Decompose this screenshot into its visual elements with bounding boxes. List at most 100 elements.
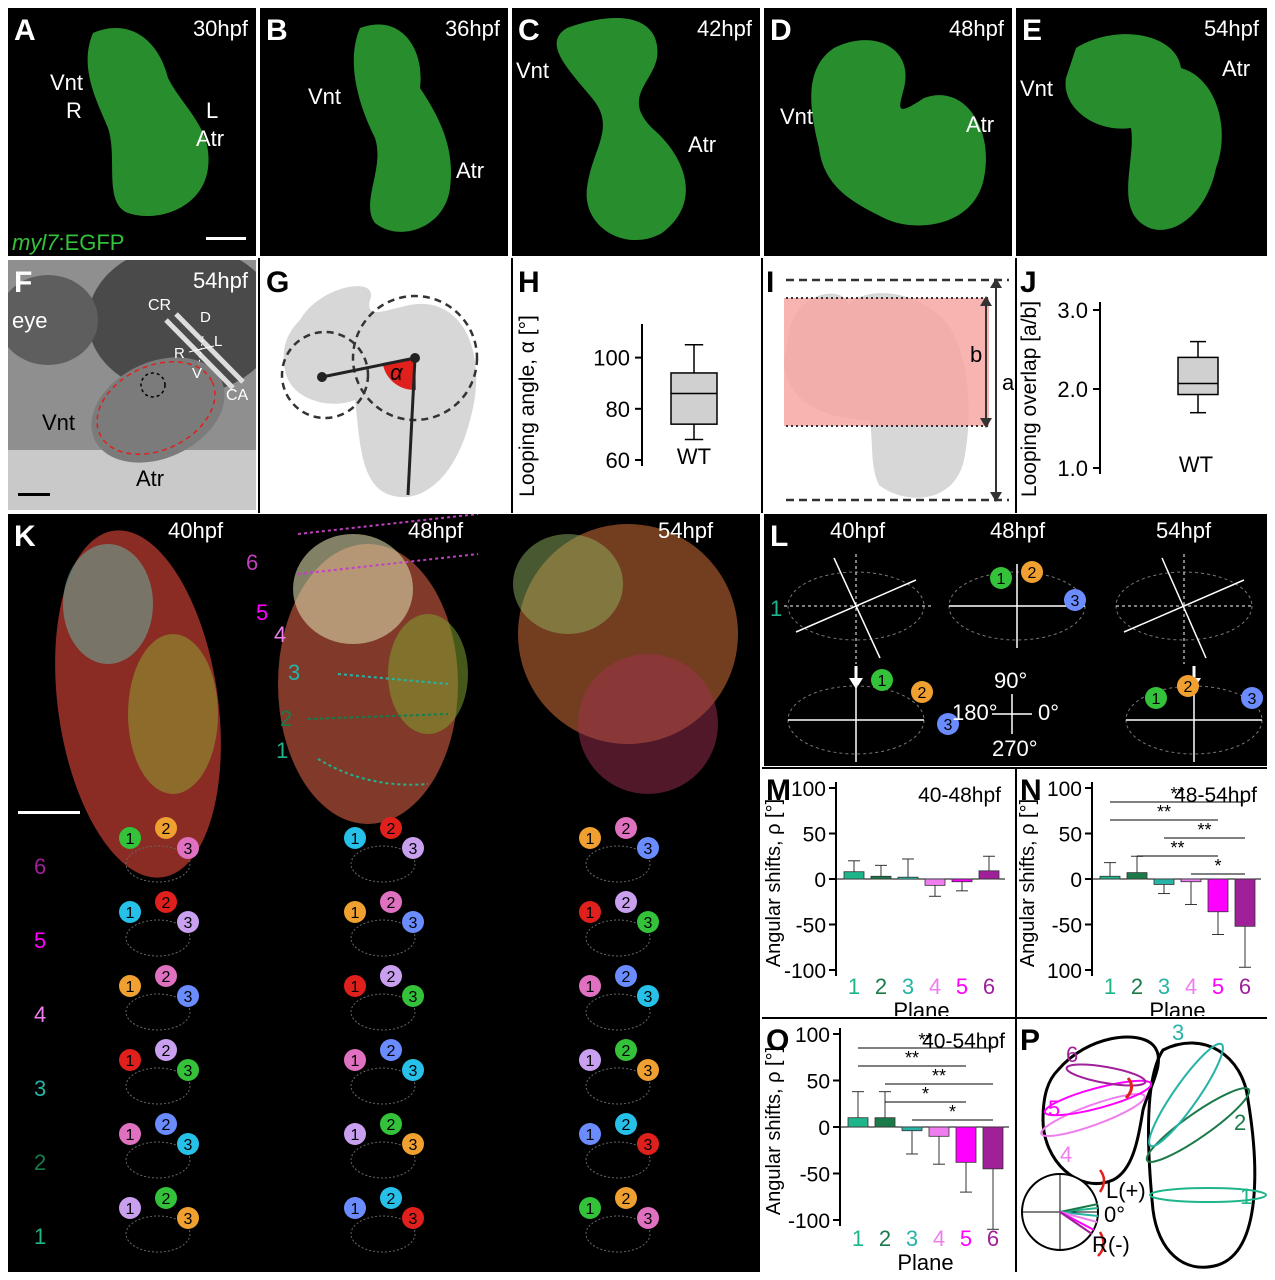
panel-label: A <box>14 14 36 47</box>
category-label: 1 <box>848 974 860 999</box>
significance-label: ** <box>1170 838 1184 858</box>
region-marker-number: 3 <box>409 841 418 858</box>
region-marker-number: 3 <box>184 841 193 858</box>
region-marker <box>937 713 959 735</box>
divider <box>761 258 763 513</box>
region-marker <box>615 891 637 913</box>
region-marker <box>119 1123 141 1145</box>
region-marker-number: 1 <box>351 831 360 848</box>
region-marker <box>155 891 177 913</box>
bar <box>928 1126 950 1137</box>
panel-label: G <box>266 266 290 299</box>
region-marker-number: 1 <box>351 1053 360 1070</box>
region-marker <box>579 901 601 923</box>
brightfield-image <box>8 260 256 510</box>
region-marker <box>119 1197 141 1219</box>
region-marker-number: 1 <box>126 1201 135 1218</box>
region-marker-number: 3 <box>409 989 418 1006</box>
category-label: 4 <box>929 974 941 999</box>
y-tick-label: -50 <box>796 915 826 938</box>
plane-label: 3 <box>288 660 301 685</box>
region-marker <box>380 1187 402 1209</box>
row-plane-label: 1 <box>34 1224 47 1249</box>
region-marker <box>155 1039 177 1061</box>
divider <box>1015 768 1017 1272</box>
region-marker-number: 1 <box>878 673 887 690</box>
region-marker-number: 2 <box>622 895 631 912</box>
timepoint: 54hpf <box>1156 518 1212 543</box>
marker-label: myl7:EGFP <box>12 230 125 255</box>
panel-label: M <box>766 774 791 807</box>
region-marker <box>637 911 659 933</box>
panel-label: L <box>770 520 789 553</box>
angle-0: 0° <box>1038 700 1060 725</box>
cross-section-outline <box>350 1215 416 1253</box>
right-negative-label: R(-) <box>1092 1232 1130 1257</box>
region-marker <box>177 985 199 1007</box>
region-marker-number: 1 <box>586 831 595 848</box>
category-label: 6 <box>1239 974 1251 999</box>
y-tick-label: 100 <box>1047 960 1082 983</box>
region-marker <box>615 1187 637 1209</box>
panel-label: I <box>766 266 775 299</box>
region-marker <box>637 985 659 1007</box>
bar <box>1126 872 1148 880</box>
cross-section-outline <box>125 1067 191 1105</box>
bar <box>874 1117 896 1128</box>
panel-k: K 40hpf 48hpf 54hpf 6 5 4 3 2 1 6 5 4 3 … <box>8 514 760 1272</box>
right-label: R <box>66 98 82 123</box>
category-label: 6 <box>983 974 995 999</box>
y-tick-label: 60 <box>606 448 630 473</box>
y-tick-label: 50 <box>807 1071 830 1094</box>
y-tick-label: 0 <box>818 1117 830 1140</box>
significance-label: ** <box>905 1048 919 1068</box>
region-marker <box>119 827 141 849</box>
y-axis-label: Angular shifts, ρ [°] <box>764 1047 785 1215</box>
region-marker-number: 1 <box>126 1127 135 1144</box>
timepoint: 48hpf <box>408 518 464 543</box>
region-marker-number: 3 <box>409 1211 418 1228</box>
panel-h: 60 80 100 WT Looping angle, α [°] H <box>516 260 756 510</box>
timepoint: 42hpf <box>696 16 752 41</box>
scale-bar <box>206 237 246 240</box>
row-plane-label: 3 <box>34 1076 47 1101</box>
region-marker-number: 1 <box>997 571 1006 588</box>
region-marker-number: 2 <box>162 1117 171 1134</box>
cross-section-grid: 1231231231231231231231231231231231231231… <box>119 817 659 1253</box>
y-axis-label: Angular shifts, ρ [°] <box>764 799 785 967</box>
panel-a: A 30hpf Vnt R L Atr myl7:EGFP <box>8 8 256 256</box>
row-plane-label: 6 <box>34 854 47 879</box>
category-label: 3 <box>906 1226 918 1251</box>
cranial-label: CR <box>148 297 172 314</box>
cross-section-outline <box>125 993 191 1031</box>
bar-chart-48-54hpf: 100 -50 0 50 100 1 2 3 4 5 6 Plane 48-54hpf Angular s… <box>1018 778 1261 1016</box>
significance-label: * <box>949 1102 956 1122</box>
region-marker-number: 1 <box>126 1053 135 1070</box>
divider <box>258 258 260 513</box>
panel-label: F <box>14 266 33 299</box>
cross-section-outline <box>350 919 416 957</box>
category-label: WT <box>1179 452 1213 477</box>
plane-label: 4 <box>274 622 287 647</box>
y-tick-label: 100 <box>593 346 630 371</box>
ventricle-label: Vnt <box>308 84 342 109</box>
region-marker-number: 2 <box>622 1191 631 1208</box>
timepoint: 40hpf <box>830 518 886 543</box>
panel-o: -100 -50 0 50 100 1 2 3 4 5 6 Plane 40-54hpf Angular … <box>764 1020 1014 1272</box>
zero-degree-label: 0° <box>1104 1202 1126 1227</box>
y-tick-label: 1.0 <box>1057 456 1088 481</box>
category-label: 6 <box>987 1226 999 1251</box>
region-marker-number: 2 <box>162 1043 171 1060</box>
y-tick-label: 100 <box>1047 778 1082 801</box>
box <box>670 372 718 425</box>
looping-overlap-schematic <box>784 278 1009 502</box>
region-marker-number: 1 <box>351 1201 360 1218</box>
region-marker-number: 2 <box>1028 565 1037 582</box>
region-marker-number: 2 <box>387 1117 396 1134</box>
region-marker-number: 2 <box>622 969 631 986</box>
timepoint: 48hpf <box>990 518 1046 543</box>
region-marker <box>119 1049 141 1071</box>
left-label: L <box>206 98 219 123</box>
bar <box>955 1126 977 1163</box>
